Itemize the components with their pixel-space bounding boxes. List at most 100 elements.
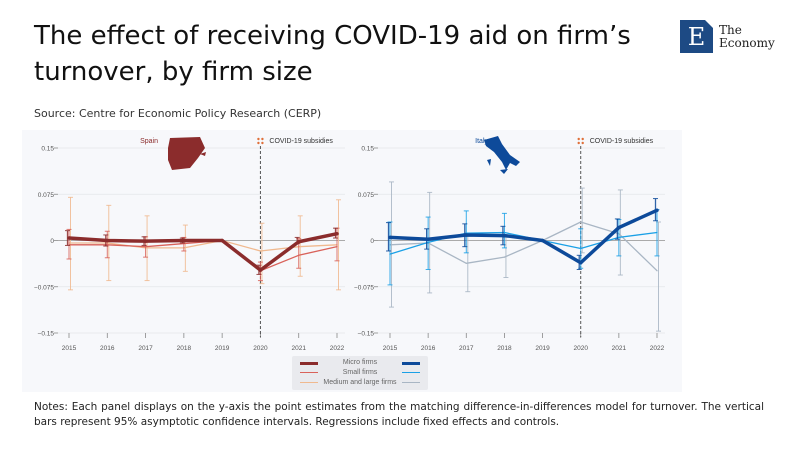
data-point <box>143 239 148 243</box>
legend-small: Small firms <box>292 368 428 378</box>
icon-dot <box>581 137 584 141</box>
series-medium-and-large-firms <box>389 181 661 332</box>
data-point <box>220 238 224 243</box>
icon-dot <box>581 141 584 145</box>
data-point <box>540 238 545 243</box>
icon-dot <box>261 137 264 141</box>
data-point <box>427 241 429 244</box>
data-point <box>426 237 430 242</box>
data-point <box>388 235 392 240</box>
covid-subsidies-icon <box>577 137 584 145</box>
data-point <box>182 238 186 243</box>
series-medium-and-large-firms <box>68 196 341 291</box>
legend: Micro firms Small firms Medium and large… <box>292 356 428 390</box>
x-tick-label: 2017 <box>459 345 474 352</box>
x-tick-label: 2017 <box>138 345 153 352</box>
y-tick-label: −0.15 <box>38 331 55 338</box>
logo-mark: E <box>680 20 713 53</box>
x-tick-label: 2019 <box>215 345 230 352</box>
italy-map-icon <box>484 136 520 174</box>
data-point <box>465 262 467 264</box>
x-tick-label: 2021 <box>291 345 306 352</box>
logo-text: The Economy <box>719 22 775 50</box>
series-small-firms <box>387 209 660 286</box>
data-point <box>144 246 147 248</box>
data-point <box>618 236 620 239</box>
y-tick-label: 0 <box>370 238 374 245</box>
panel-italy: 0.15 0.075 0 −0.075 −0.15 2015 2016 2017 2018 201… <box>354 136 665 352</box>
data-point <box>259 250 262 252</box>
panel-title: Spain <box>140 138 158 145</box>
brand-logo: E The Economy <box>680 20 775 53</box>
data-point <box>336 246 338 248</box>
legend-label: Micro firms <box>342 359 378 366</box>
y-tick-label: 0.075 <box>358 192 375 199</box>
x-tick-label: 2016 <box>421 345 436 352</box>
data-point <box>335 231 339 236</box>
series-line <box>68 232 338 272</box>
annotation-label: COVID-19 subsidies <box>269 138 333 145</box>
y-tick-label: −0.15 <box>358 331 375 338</box>
data-point <box>656 231 658 234</box>
legend-label: Medium and large firms <box>323 379 397 386</box>
icon-dot <box>257 137 260 141</box>
logo-line-1: The <box>719 22 742 37</box>
data-point <box>464 233 469 237</box>
legend-label: Small firms <box>342 369 378 376</box>
legend-medium: Medium and large firms <box>292 378 428 388</box>
data-point <box>106 244 108 246</box>
y-tick-label: −0.075 <box>354 284 374 291</box>
x-tick-label: 2016 <box>100 345 115 352</box>
spain-map-icon <box>168 137 206 170</box>
data-point <box>503 256 506 258</box>
data-point <box>578 260 583 265</box>
y-tick-label: 0.075 <box>38 192 55 199</box>
x-tick-label: 2018 <box>497 345 512 352</box>
x-tick-label: 2015 <box>383 345 398 352</box>
data-point <box>580 221 582 223</box>
x-tick-label: 2022 <box>650 345 665 352</box>
panel-title: Italy <box>475 138 488 145</box>
icon-dot <box>261 141 264 145</box>
covid-subsidies-icon <box>257 137 264 145</box>
x-tick-label: 2022 <box>330 345 345 352</box>
series-micro-firms <box>65 227 339 275</box>
data-point <box>502 233 507 238</box>
legend-micro: Micro firms <box>292 358 428 368</box>
data-point <box>656 270 658 272</box>
source-text: Source: Centre for Economic Policy Resea… <box>34 107 322 120</box>
data-point <box>67 236 71 240</box>
page-title: The effect of receiving COVID-19 aid on … <box>34 21 631 87</box>
series-small-firms <box>66 227 340 282</box>
y-tick-label: 0.15 <box>41 146 54 153</box>
icon-dot <box>577 137 580 141</box>
x-tick-label: 2021 <box>612 345 627 352</box>
y-tick-label: 0 <box>50 238 54 245</box>
x-tick-label: 2019 <box>535 345 550 352</box>
x-tick-label: 2015 <box>62 345 77 352</box>
data-point <box>655 208 659 213</box>
notes-text: Notes: Each panel displays on the y-axis… <box>34 401 764 428</box>
data-point <box>105 238 110 243</box>
series-line <box>389 208 658 265</box>
x-tick-label: 2020 <box>253 345 268 352</box>
logo-line-2: Economy <box>719 35 775 50</box>
y-tick-label: −0.075 <box>34 284 54 291</box>
data-point <box>580 247 582 250</box>
icon-dot <box>257 141 260 145</box>
chart-background <box>22 130 682 392</box>
x-tick-label: 2020 <box>573 345 588 352</box>
data-point <box>617 225 621 230</box>
x-tick-label: 2018 <box>177 345 192 352</box>
icon-dot <box>577 141 580 145</box>
data-point <box>503 231 506 234</box>
series-micro-firms <box>386 198 659 270</box>
data-point <box>258 268 263 272</box>
y-tick-label: 0.15 <box>361 146 374 153</box>
data-point <box>298 254 300 256</box>
data-point <box>389 253 391 255</box>
annotation-label: COVID-19 subsidies <box>590 138 654 145</box>
panel-spain: 0.15 0.075 0 −0.075 −0.15 2015 2016 2017 2018 201… <box>34 137 345 352</box>
data-point <box>296 239 301 244</box>
